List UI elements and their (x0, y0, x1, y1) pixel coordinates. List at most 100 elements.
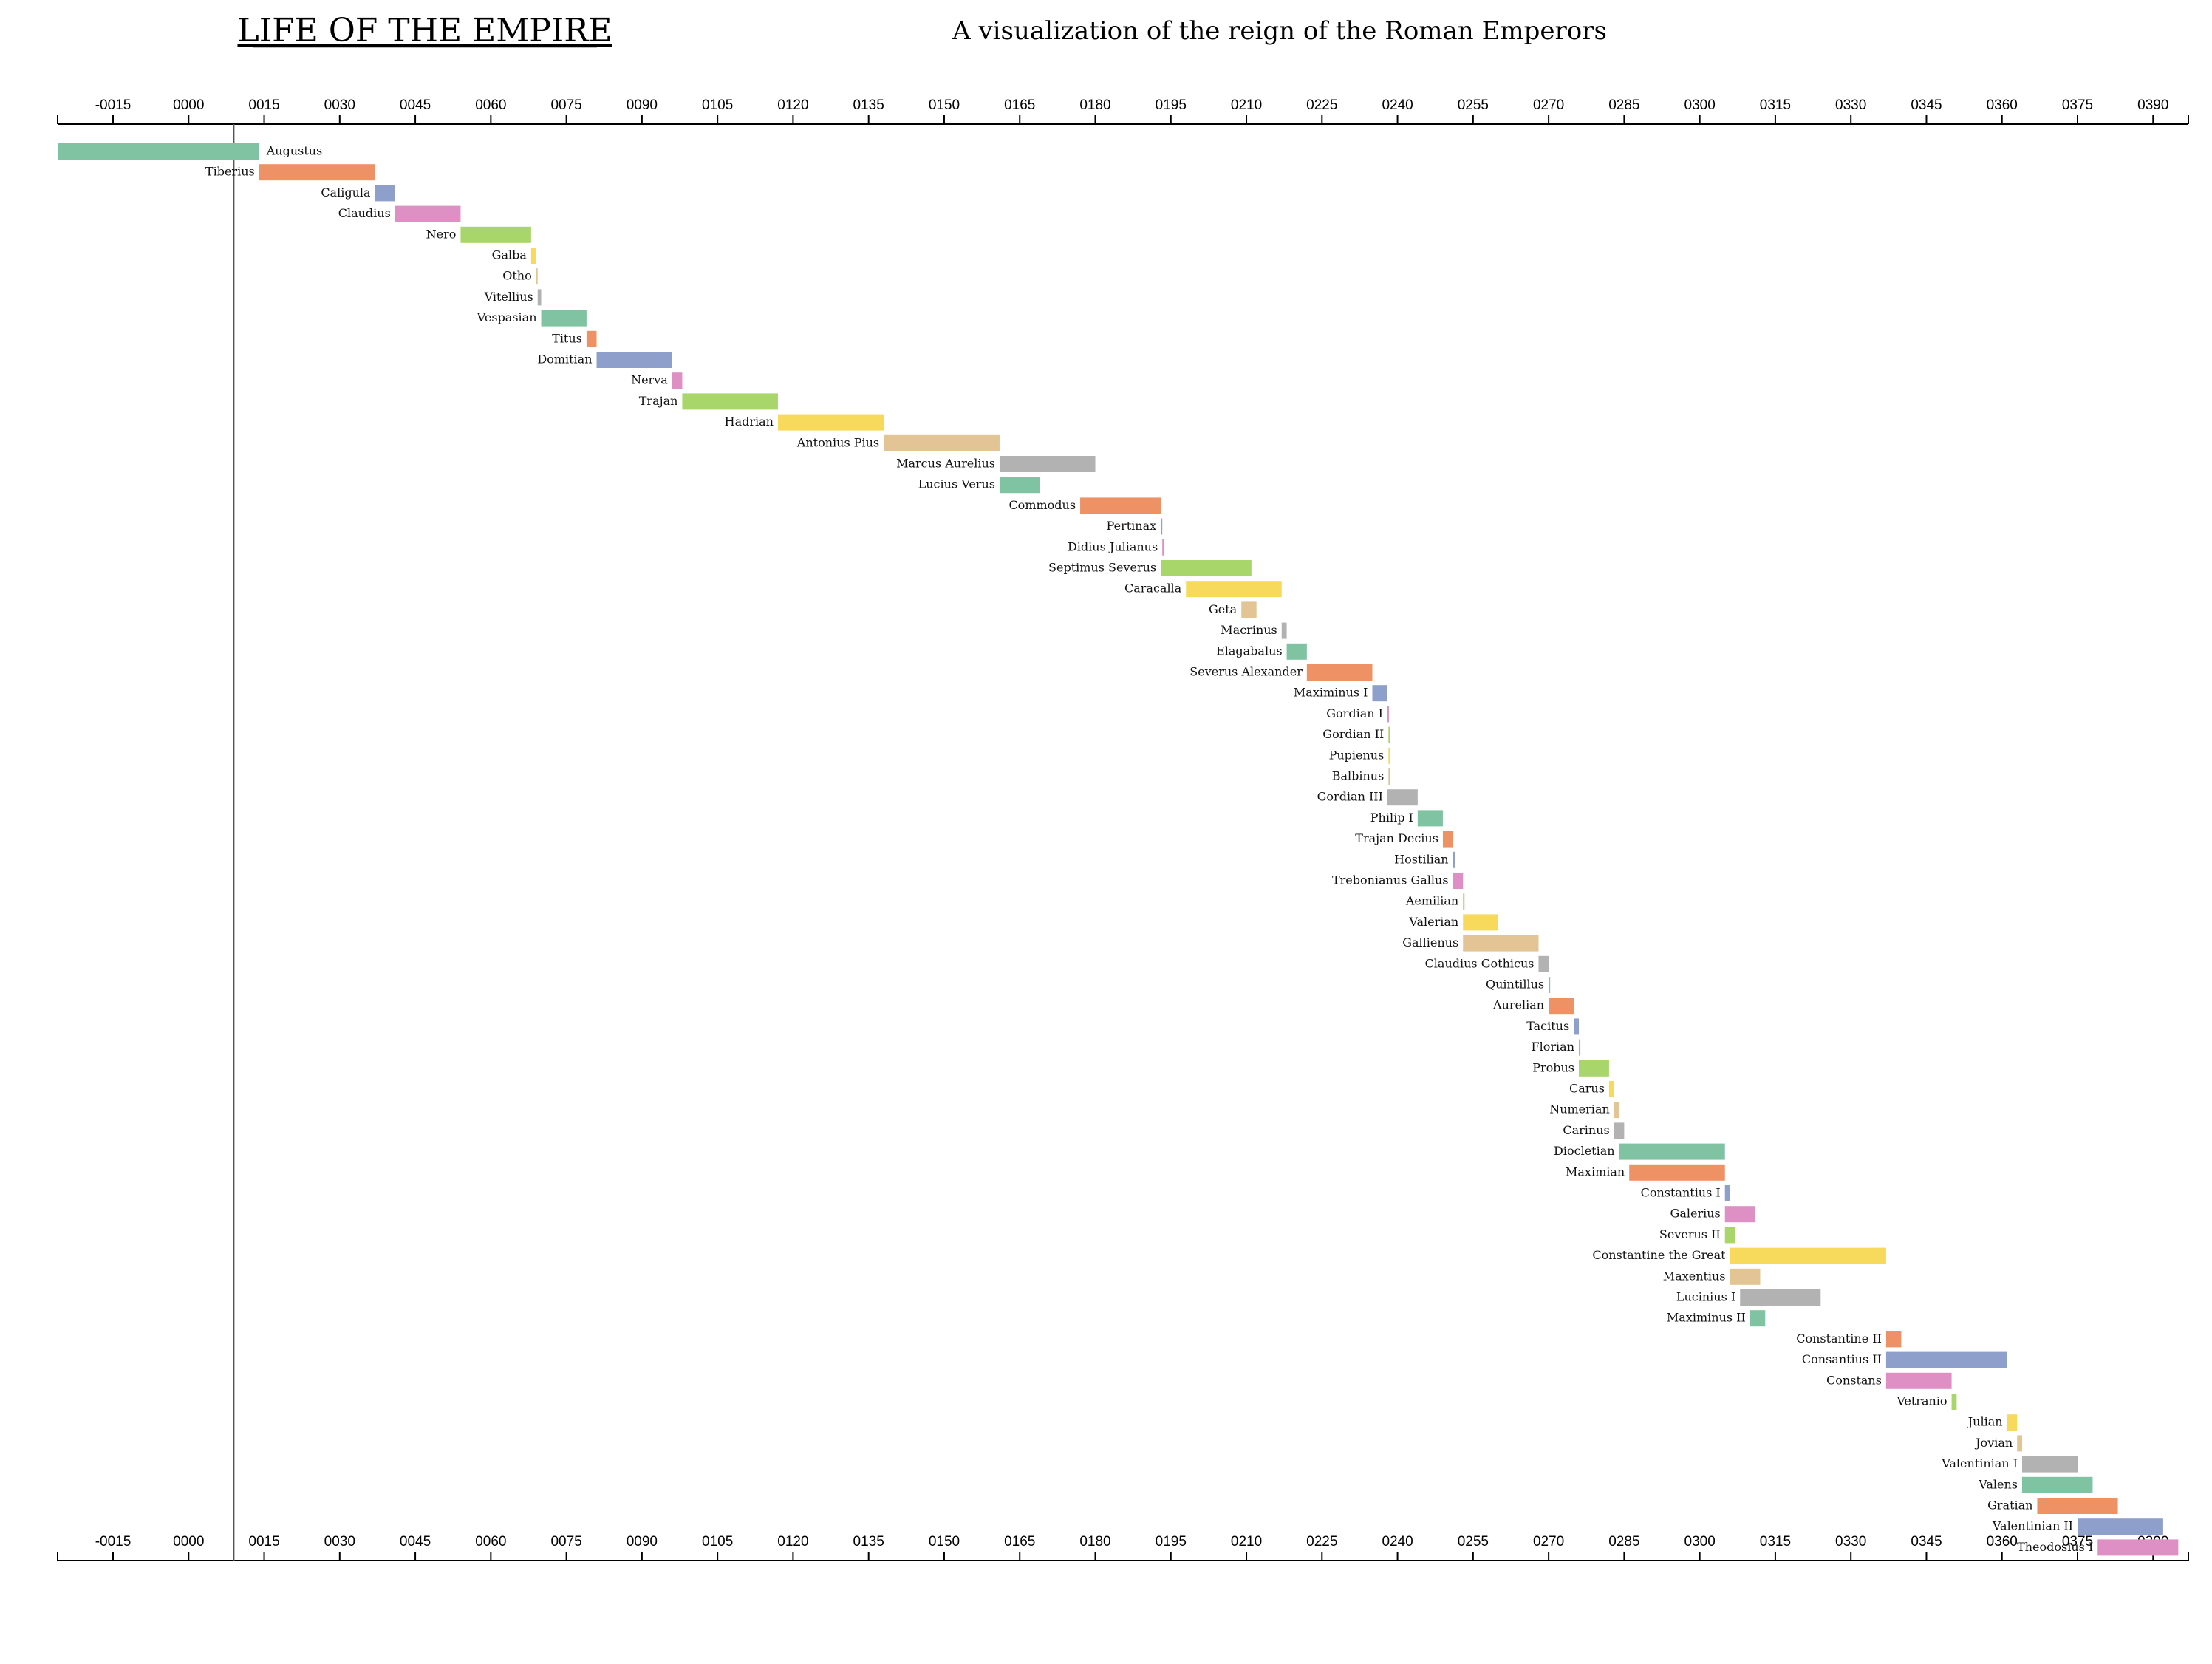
reign-bar (1750, 1310, 1766, 1327)
emperor-label: Hadrian (725, 415, 774, 429)
top-axis-tick-label: 0315 (1760, 98, 1791, 113)
top-axis-tick-label: 0390 (2137, 98, 2168, 113)
top-axis-tick-label: 0195 (1156, 98, 1187, 113)
bottom-axis-tick-label: 0150 (929, 1534, 960, 1549)
reign-bar (1574, 1018, 1580, 1035)
reign-bar (1885, 1331, 1902, 1348)
reign-bar (375, 185, 395, 202)
reign-bar (58, 143, 259, 160)
reign-bar (999, 456, 1096, 472)
emperor-label: Constantine the Great (1592, 1248, 1726, 1262)
bottom-axis-tick-label: 0360 (1987, 1534, 2018, 1549)
top-axis-tick-label: 0120 (777, 98, 808, 113)
bottom-axis-tick-label: 0315 (1760, 1534, 1791, 1549)
emperor-label: Aurelian (1492, 998, 1544, 1012)
bottom-axis-tick-label: 0210 (1231, 1534, 1262, 1549)
reign-bar (1724, 1185, 1730, 1201)
reign-bar (1286, 643, 1307, 660)
top-axis-tick-label: 0360 (1987, 98, 2018, 113)
bottom-axis-tick-label: 0015 (248, 1534, 279, 1549)
reign-bar (1372, 685, 1387, 702)
top-axis: -0015 0000 0015 0030 0045 0060 0075 0090 0105 012… (57, 98, 2189, 125)
top-axis-tick-label: 0015 (248, 98, 279, 113)
emperor-label: Gordian III (1317, 790, 1383, 804)
emperor-label: Trajan (639, 394, 678, 408)
emperor-label: Domitian (537, 352, 592, 366)
bottom-axis-tick-label: 0075 (550, 1534, 581, 1549)
reign-bar (1161, 518, 1163, 535)
reign-bar (1387, 706, 1389, 723)
emperor-label: Maxentius (1663, 1269, 1726, 1283)
reign-bar (1614, 1122, 1625, 1139)
top-axis-tick-label: 0300 (1684, 98, 1716, 113)
emperor-label: Severus II (1659, 1227, 1721, 1241)
reign-bar (1885, 1372, 1952, 1389)
emperor-label: Commodus (1008, 498, 1076, 512)
reign-bar (2022, 1476, 2093, 1493)
reign-bar (530, 248, 536, 264)
reign-bar (1281, 622, 1287, 639)
bottom-axis-tick-label: 0165 (1004, 1534, 1035, 1549)
emperor-label: Numerian (1549, 1102, 1610, 1116)
emperor-label: Vitellius (484, 290, 533, 304)
reign-bar (1724, 1227, 1735, 1244)
emperor-label: Maximinus I (1294, 686, 1368, 700)
reign-bar (1162, 539, 1164, 556)
reign-bar (2097, 1539, 2179, 1556)
top-axis-tick-label: 0090 (627, 98, 658, 113)
reign-bar (259, 164, 375, 181)
reign-bar (541, 310, 587, 327)
bottom-axis-tick-label: 0195 (1156, 1534, 1187, 1549)
emperor-label: Lucius Verus (918, 477, 995, 491)
emperor-label: Septimus Severus (1048, 561, 1156, 575)
emperor-label: Gordian I (1326, 706, 1383, 720)
reign-bar (1080, 497, 1161, 514)
reign-bar (1629, 1164, 1725, 1181)
emperor-label: Marcus Aurelius (896, 457, 995, 471)
emperor-label: Caligula (321, 185, 371, 200)
reign-bar (1724, 1206, 1755, 1223)
emperor-label: Pupienus (1329, 748, 1385, 762)
chart-subtitle: A visualization of the reign of the Roma… (952, 16, 1607, 46)
reign-bar (999, 477, 1040, 494)
emperor-label: Otho (502, 269, 531, 283)
bottom-axis-tick-label: 0270 (1533, 1534, 1564, 1549)
emperor-label: Pertinax (1107, 519, 1157, 533)
emperor-label: Constantius I (1641, 1186, 1721, 1200)
reign-bar (1730, 1247, 1886, 1264)
reign-bar (536, 268, 538, 285)
emperor-label: Lucinius I (1676, 1290, 1735, 1304)
emperor-label: Severus Alexander (1189, 665, 1303, 679)
top-axis-tick-label: 0135 (853, 98, 884, 113)
emperor-label: Nerva (631, 373, 668, 387)
top-axis-tick-label: 0150 (929, 98, 960, 113)
reign-bar (1740, 1289, 1821, 1306)
reign-bar (1730, 1268, 1761, 1285)
reign-bar (596, 352, 672, 368)
emperor-label: Julian (1967, 1415, 2003, 1429)
reign-bar (1579, 1039, 1581, 1056)
reign-bar (2007, 1414, 2018, 1431)
reign-bar (1417, 810, 1443, 827)
chart-title: LIFE OF THE EMPIRE (237, 12, 612, 50)
emperor-label: Hostilian (1394, 852, 1448, 866)
emperor-label: Gordian II (1322, 727, 1384, 741)
emperor-label: Trajan Decius (1355, 831, 1438, 845)
reign-bar (1387, 789, 1418, 806)
emperor-labels: Augustus Tiberius Caligula Claudius Nero Galb… (205, 144, 2093, 1554)
reign-bar (2017, 1435, 2023, 1452)
top-axis-tick-label: 0255 (1458, 98, 1489, 113)
bottom-axis-tick-label: 0180 (1079, 1534, 1110, 1549)
top-axis-tick-label: 0045 (400, 98, 431, 113)
emperor-label: Didius Julianus (1068, 539, 1158, 553)
emperor-label: Gratian (1987, 1498, 2032, 1513)
reign-bar (1241, 601, 1257, 618)
reign-bar (1186, 581, 1282, 598)
emperor-label: Claudius Gothicus (1425, 956, 1535, 970)
emperor-label: Constantine II (1796, 1331, 1882, 1346)
bottom-axis-tick-label: 0090 (627, 1534, 658, 1549)
reign-bar (1608, 1081, 1614, 1097)
emperor-label: Quintillus (1486, 978, 1544, 992)
reign-bar (537, 289, 542, 306)
